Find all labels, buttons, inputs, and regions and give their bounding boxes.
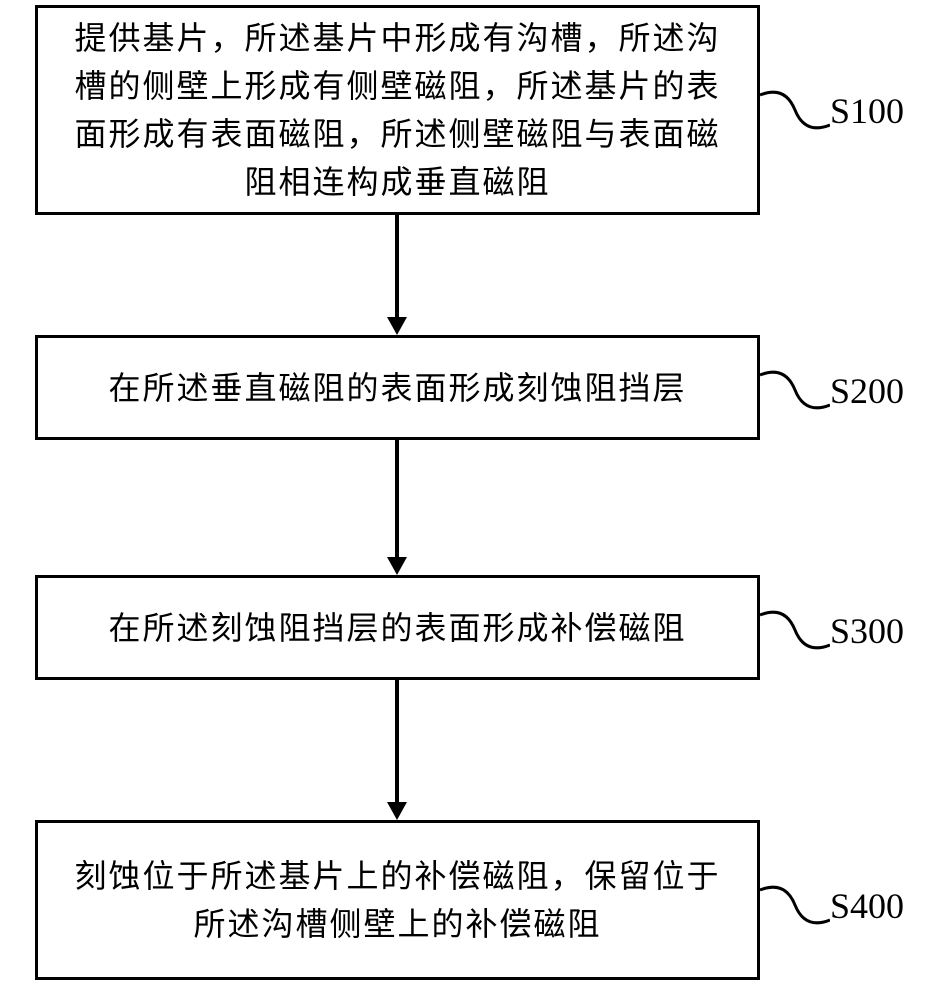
step-text-s100: 提供基片，所述基片中形成有沟槽，所述沟槽的侧壁上形成有侧壁磁阻，所述基片的表面形… (58, 14, 737, 206)
connector-s100 (760, 85, 830, 135)
step-label-s200: S200 (830, 370, 904, 412)
flowchart-container: 提供基片，所述基片中形成有沟槽，所述沟槽的侧壁上形成有侧壁磁阻，所述基片的表面形… (0, 0, 936, 1000)
step-box-s200: 在所述垂直磁阻的表面形成刻蚀阻挡层 (35, 335, 760, 440)
step-text-s300: 在所述刻蚀阻挡层的表面形成补偿磁阻 (108, 604, 686, 652)
connector-s300 (760, 605, 830, 655)
arrow-line-1 (395, 215, 399, 317)
arrow-head-3 (387, 802, 407, 820)
step-text-s400: 刻蚀位于所述基片上的补偿磁阻，保留位于所述沟槽侧壁上的补偿磁阻 (58, 852, 737, 948)
step-label-s100: S100 (830, 90, 904, 132)
step-label-s400: S400 (830, 885, 904, 927)
connector-s400 (760, 880, 830, 930)
step-box-s400: 刻蚀位于所述基片上的补偿磁阻，保留位于所述沟槽侧壁上的补偿磁阻 (35, 820, 760, 980)
connector-s200 (760, 365, 830, 415)
step-box-s100: 提供基片，所述基片中形成有沟槽，所述沟槽的侧壁上形成有侧壁磁阻，所述基片的表面形… (35, 5, 760, 215)
arrow-head-1 (387, 317, 407, 335)
arrow-head-2 (387, 557, 407, 575)
step-label-s300: S300 (830, 610, 904, 652)
step-box-s300: 在所述刻蚀阻挡层的表面形成补偿磁阻 (35, 575, 760, 680)
arrow-line-2 (395, 440, 399, 557)
step-text-s200: 在所述垂直磁阻的表面形成刻蚀阻挡层 (108, 364, 686, 412)
arrow-line-3 (395, 680, 399, 802)
